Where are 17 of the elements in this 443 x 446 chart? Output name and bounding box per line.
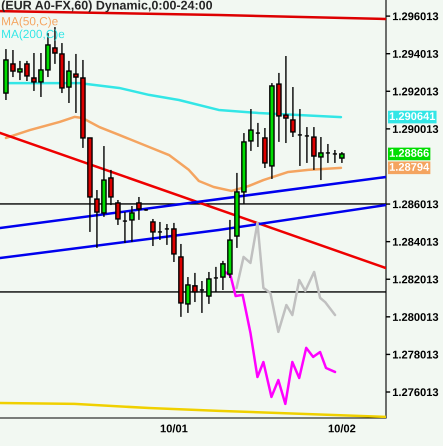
y-tick-label: 1.296013 [392,12,438,20]
y-tick-label: 1.294013 [392,50,438,58]
x-tick-label: 10/01 [160,424,188,433]
y-tick-label: 1.290013 [392,125,438,134]
y-tick-label: 1.292013 [392,88,438,96]
y-tick-label: 1.276013 [392,388,438,396]
y-tick-label: 1.282013 [392,276,438,284]
text: 1.290641 [390,112,436,120]
x-tick-label: 10/02 [328,424,356,433]
y-tick-label: 1.284013 [392,238,438,246]
text: 1.28866 [390,149,429,157]
text: 1.28794 [390,162,430,171]
chart-title: (EUR A0-FX,60) Dynamic,0:00-24:00 [2,0,212,12]
y-tick-label: 1.280013 [392,313,438,321]
y-tick-label: 1.286013 [392,200,438,208]
text: MA(50,C)e [2,16,58,28]
y-tick-label: 1.278013 [392,350,438,359]
